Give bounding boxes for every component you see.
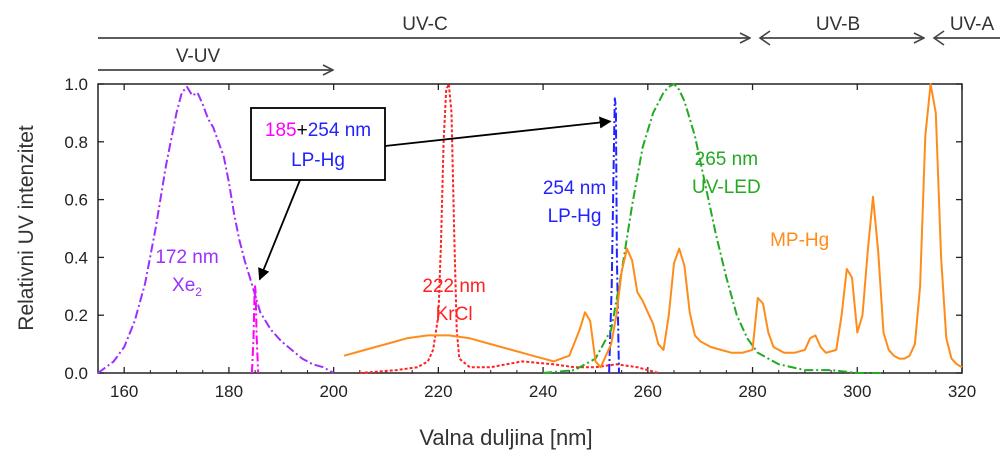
annotation-label: 222 nm	[422, 276, 485, 297]
callout-arrow-254	[384, 116, 612, 147]
band-label: UV-C	[402, 14, 447, 35]
uv-band-ranges: UV-C UV-B UV-A V-UV	[98, 14, 1000, 70]
y-tick-label: 0.0	[64, 364, 88, 383]
annotation-label: 265 nm	[695, 149, 758, 170]
x-tick-label: 280	[738, 382, 766, 401]
series-line	[97, 85, 335, 374]
x-tick-label: 160	[110, 382, 138, 401]
lp-hg-callout: 185+254 nm LP-Hg	[250, 107, 612, 281]
axis-ticks: 160 180 200 220 240 260 280 300 320 0.0 0.2 0.4 0.6 0…	[64, 75, 976, 401]
callout-line-1: 185+254 nm	[265, 120, 371, 141]
y-tick-label: 0.8	[64, 133, 88, 152]
callout-arrow-185	[258, 179, 301, 281]
band-arrow-head	[932, 30, 945, 46]
band-arrow-head	[758, 30, 771, 46]
annotation-label: 254 nm	[543, 178, 606, 199]
annotation-label: 172 nm	[155, 247, 218, 268]
band-label: UV-B	[816, 14, 860, 35]
x-tick-label: 200	[319, 382, 347, 401]
annotation-label: UV-LED	[692, 177, 761, 198]
series-line	[343, 83, 963, 369]
x-tick-label: 180	[215, 382, 243, 401]
band-label: V-UV	[176, 46, 221, 67]
annotation-label: LP-Hg	[548, 206, 602, 227]
callout-line-2: LP-Hg	[291, 150, 345, 171]
annotation-subscript: 2	[195, 285, 202, 299]
callout-part: 185	[265, 120, 297, 141]
y-tick-label: 0.4	[64, 248, 88, 267]
y-tick-label: 0.2	[64, 306, 88, 325]
callout-box	[250, 107, 386, 181]
callout-part: +	[297, 120, 308, 141]
callout-part: 254 nm	[308, 120, 371, 141]
y-tick-label: 0.6	[64, 191, 88, 210]
spectral-series	[97, 83, 963, 374]
series-line	[608, 97, 620, 374]
x-tick-label: 220	[424, 382, 452, 401]
x-axis-label: Valna duljina [nm]	[419, 425, 592, 450]
series-line	[250, 285, 260, 374]
x-tick-label: 320	[948, 382, 976, 401]
annotation-label: MP-Hg	[770, 230, 829, 251]
annotation-label: KrCl	[436, 304, 473, 325]
y-tick-label: 1.0	[64, 75, 88, 94]
band-label: UV-A	[950, 14, 995, 35]
x-tick-label: 300	[843, 382, 871, 401]
series-line	[543, 83, 884, 374]
annotation-label: Xe2	[172, 275, 202, 299]
emitter-annotations: 172 nm Xe2 222 nm KrCl 254 nm LP-Hg 265 nm UV-L…	[155, 149, 829, 325]
x-tick-label: 260	[634, 382, 662, 401]
y-axis-label: Relativni UV intenzitet	[15, 125, 38, 331]
plot-area-frame	[97, 83, 963, 374]
x-tick-label: 240	[529, 382, 557, 401]
